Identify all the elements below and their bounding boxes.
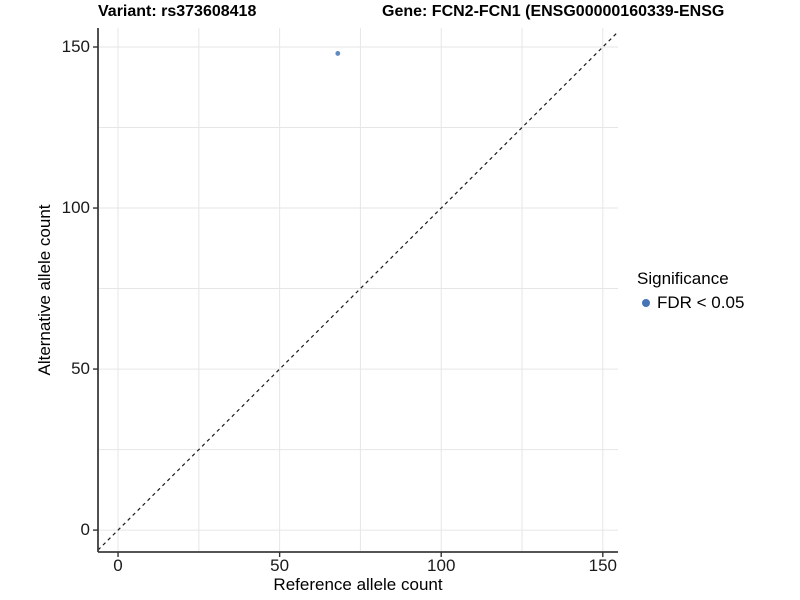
legend-item-label: FDR < 0.05 xyxy=(657,293,745,312)
y-tick-label: 150 xyxy=(61,37,90,56)
x-tick-label: 50 xyxy=(270,556,290,575)
y-axis-label: Alternative allele count xyxy=(35,204,54,376)
plot-title-variant: Variant: rs373608418 xyxy=(98,3,257,20)
legend-point-icon xyxy=(642,299,650,307)
legend-item: FDR < 0.05 xyxy=(637,293,744,313)
identity-dashed-line xyxy=(97,31,619,551)
y-tick-label: 0 xyxy=(80,520,90,540)
legend-title: Significance xyxy=(637,269,729,288)
data-point xyxy=(335,51,341,56)
x-axis-label: Reference allele count xyxy=(273,575,443,594)
plot-panel xyxy=(93,28,619,557)
plot-title-gene: Gene: FCN2-FCN1 (ENSG00000160339-ENSG xyxy=(382,3,725,20)
y-tick-label: 100 xyxy=(61,198,90,218)
x-tick-label: 0 xyxy=(113,556,123,575)
x-tick-label: 100 xyxy=(427,556,456,575)
x-tick-label: 150 xyxy=(588,556,617,575)
y-tick-label: 50 xyxy=(71,359,90,379)
plot-canvas xyxy=(93,28,619,557)
legend: Significance FDR < 0.05 xyxy=(637,269,744,313)
